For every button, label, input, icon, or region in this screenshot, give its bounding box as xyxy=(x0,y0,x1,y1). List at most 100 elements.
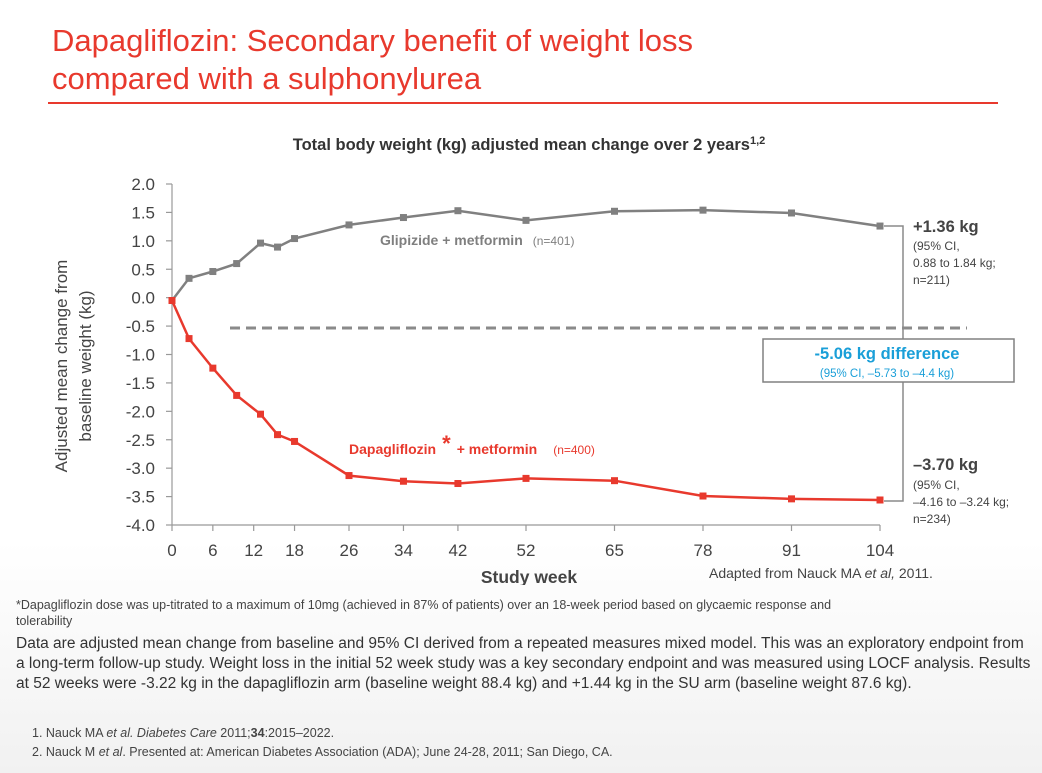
dapagliflozin-series-name: Dapagliflozin xyxy=(349,441,436,457)
y-tick-label: 0.0 xyxy=(131,289,155,308)
difference-value: -5.06 kg difference xyxy=(815,345,960,363)
dapagliflozin-point xyxy=(233,391,241,399)
dapagliflozin-point xyxy=(699,492,707,500)
slide-title-line-1: Dapagliflozin: Secondary benefit of weig… xyxy=(52,23,694,58)
x-tick-label: 0 xyxy=(167,541,176,560)
dapagliflozin-point xyxy=(168,297,176,305)
difference-box xyxy=(762,338,1015,383)
glipizide-point xyxy=(209,268,217,276)
slide-title-line-2: compared with a sulphonylurea xyxy=(52,61,482,96)
source-citation: Adapted from Nauck MA et al, 2011. xyxy=(709,565,933,581)
glipizide-point xyxy=(233,260,241,268)
x-tick-label: 34 xyxy=(394,541,413,560)
slide-title: Dapagliflozin: Secondary benefit of weig… xyxy=(52,22,1012,98)
x-tick-label: 104 xyxy=(866,541,894,560)
series-layer xyxy=(168,206,884,504)
glipizide-point xyxy=(454,207,462,215)
glipizide-point xyxy=(399,214,407,222)
dapagliflozin-point xyxy=(788,495,795,503)
dapagliflozin-line xyxy=(170,299,881,502)
x-tick-label: 91 xyxy=(782,541,801,560)
dapagliflozin-point xyxy=(185,335,193,343)
y-tick-label: -1.5 xyxy=(126,374,155,393)
title-underline xyxy=(48,102,998,104)
source-etal: et al, xyxy=(865,565,895,581)
x-tick-label: 6 xyxy=(208,541,217,560)
source-prefix: Adapted from Nauck MA xyxy=(709,565,865,581)
methods-paragraph: Data are adjusted mean change from basel… xyxy=(16,635,1031,692)
glipizide-point xyxy=(274,243,282,251)
y-tick-label: -1.0 xyxy=(126,346,155,365)
dapagliflozin-series-n: (n=400) xyxy=(553,443,595,457)
glipizide-series-label: Glipizide + metformin (n=401) xyxy=(380,232,574,248)
glipizide-point xyxy=(291,235,299,243)
dapagliflozin-end-ci-1: (95% CI, xyxy=(913,478,960,492)
dapagliflozin-point xyxy=(345,472,353,480)
ref2-etal: et al xyxy=(98,745,123,759)
chart-title-text: Total body weight (kg) adjusted mean cha… xyxy=(293,136,750,154)
y-axis-label-line-1: Adjusted mean change from xyxy=(52,260,71,473)
glipizide-point xyxy=(522,216,530,224)
y-tick-label: 1.0 xyxy=(131,232,155,251)
ref1-authors: 1. Nauck MA xyxy=(32,726,107,740)
axes: 2.0 1.5 1.0 0.5 0.0 -0.5 -1.0 -1.5 -2.0 -2.5 -3.0 -… xyxy=(126,175,894,560)
dapagliflozin-end-value: –3.70 kg xyxy=(913,456,978,474)
glipizide-end-value: +1.36 kg xyxy=(913,218,979,236)
glipizide-end-ci-1: (95% CI, xyxy=(913,239,960,253)
glipizide-end-ci-2: 0.88 to 1.84 kg; xyxy=(913,256,996,270)
y-tick-label: 1.5 xyxy=(131,203,155,222)
x-tick-label: 12 xyxy=(244,541,263,560)
difference-ci: (95% CI, –5.73 to –4.4 kg) xyxy=(820,368,954,380)
ref1-year: 2011; xyxy=(216,726,251,740)
dapagliflozin-series xyxy=(168,297,884,504)
dose-footnote: *Dapagliflozin dose was up-titrated to a… xyxy=(16,597,1016,629)
chart-title: Total body weight (kg) adjusted mean cha… xyxy=(293,135,766,154)
dapagliflozin-point xyxy=(876,496,884,504)
dose-footnote-line-1: *Dapagliflozin dose was up-titrated to a… xyxy=(16,598,832,612)
y-axis-label-line-2: baseline weight (kg) xyxy=(76,290,95,441)
reference-item: 2. Nauck M et al. Presented at: American… xyxy=(32,743,613,762)
glipizide-point xyxy=(185,274,193,282)
glipizide-series xyxy=(168,206,884,305)
source-suffix: 2011. xyxy=(895,565,933,581)
y-tick-label: 2.0 xyxy=(131,175,155,194)
dapagliflozin-point xyxy=(209,364,217,372)
ref1-journal: Diabetes Care xyxy=(133,726,217,740)
ref1-etal: et al. xyxy=(106,726,134,740)
y-tick-label: -4.0 xyxy=(126,516,155,535)
dapagliflozin-series-suffix: + metformin xyxy=(457,441,538,457)
dapagliflozin-point xyxy=(522,474,530,482)
dapagliflozin-point xyxy=(611,477,618,485)
glipizide-point xyxy=(611,207,618,215)
glipizide-point xyxy=(788,209,795,217)
chart-title-superscript: 1,2 xyxy=(750,135,765,147)
ref1-volume: 34 xyxy=(250,726,265,740)
glipizide-point xyxy=(257,239,264,247)
x-tick-label: 18 xyxy=(285,541,304,560)
references-list: 1. Nauck MA et al. Diabetes Care 2011;34… xyxy=(32,724,613,762)
y-tick-label: 0.5 xyxy=(131,260,155,279)
x-axis-label: Study week xyxy=(481,567,578,585)
glipizide-series-n: (n=401) xyxy=(533,234,575,248)
weight-change-chart: Total body weight (kg) adjusted mean cha… xyxy=(52,135,1015,585)
dapagliflozin-point xyxy=(257,410,264,418)
dapagliflozin-point xyxy=(291,437,299,445)
dapagliflozin-point xyxy=(454,480,462,488)
y-tick-label: -2.0 xyxy=(126,402,155,421)
y-tick-label: -0.5 xyxy=(126,317,155,336)
glipizide-point xyxy=(345,221,353,229)
x-tick-label: 65 xyxy=(605,541,624,560)
dapagliflozin-point xyxy=(399,477,407,485)
dapagliflozin-end-ci-2: –4.16 to –3.24 kg; xyxy=(913,495,1009,509)
ref2-details: . Presented at: American Diabetes Associ… xyxy=(122,745,613,759)
y-tick-label: -2.5 xyxy=(126,431,155,450)
glipizide-point xyxy=(876,222,884,230)
glipizide-series-name: Glipizide + metformin xyxy=(380,232,523,248)
dapagliflozin-series-label: Dapagliflozin * + metformin (n=400) xyxy=(349,431,595,457)
dapagliflozin-end-n: n=234) xyxy=(913,512,951,526)
ref1-pages: :2015–2022. xyxy=(264,726,335,740)
x-tick-label: 42 xyxy=(448,541,467,560)
glipizide-point xyxy=(699,206,707,214)
dapagliflozin-asterisk: * xyxy=(442,431,451,456)
reference-item: 1. Nauck MA et al. Diabetes Care 2011;34… xyxy=(32,724,613,743)
